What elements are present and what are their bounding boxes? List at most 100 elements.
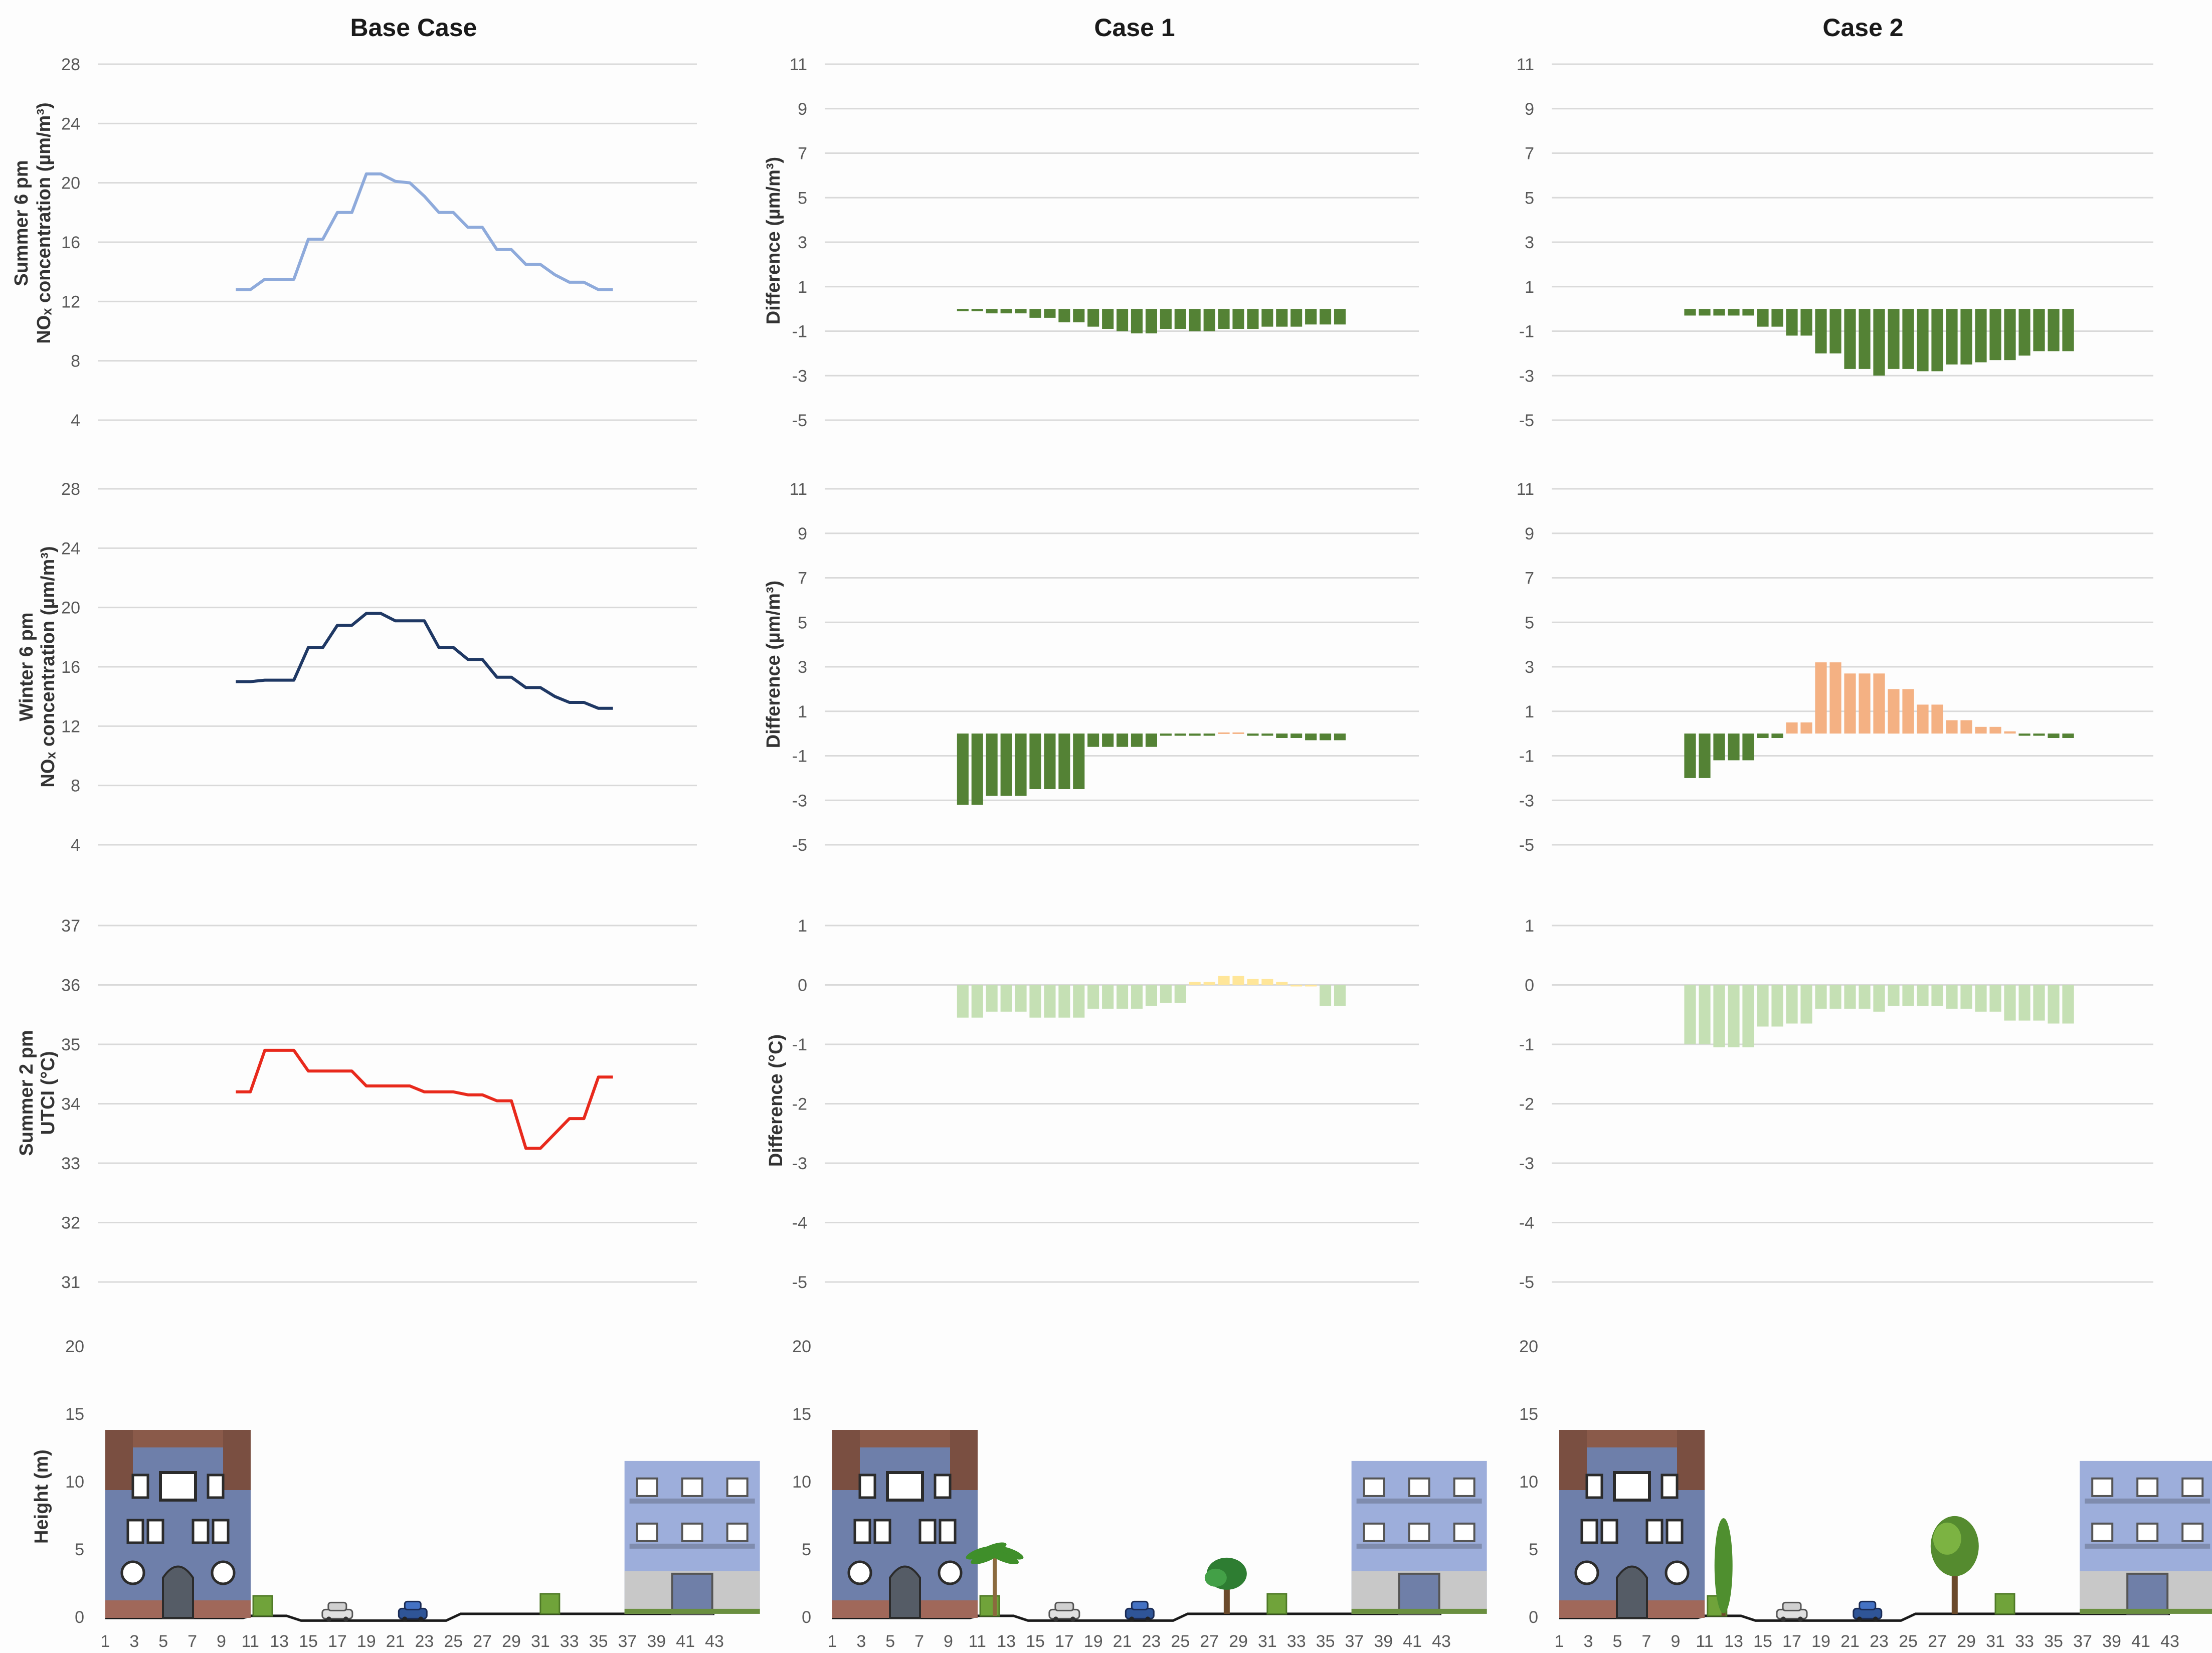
height-tick-label: 15	[65, 1405, 84, 1424]
y-tick-label: -3	[792, 1154, 807, 1173]
bar	[1960, 985, 1972, 1009]
bar	[1873, 985, 1885, 1012]
bar	[971, 309, 983, 311]
bar	[1960, 720, 1972, 734]
bar	[1975, 726, 1987, 734]
bar	[2048, 733, 2060, 738]
x-tick-label: 1	[101, 1632, 110, 1651]
height-tick-label: 5	[75, 1540, 84, 1559]
bar	[1276, 309, 1288, 327]
bar	[1334, 985, 1346, 1006]
difference-label-case1-winter-nox: Difference (µm/m³)	[763, 581, 784, 748]
bar	[2048, 985, 2060, 1024]
bar	[1757, 985, 1769, 1027]
bar	[1291, 985, 1303, 987]
bar	[1902, 985, 1914, 1006]
series-line	[236, 1048, 613, 1150]
bar	[2033, 733, 2045, 736]
y-tick-label: 28	[61, 55, 80, 74]
bar	[1232, 732, 1244, 734]
y-tick-label: 11	[1517, 480, 1534, 499]
bar	[1742, 985, 1754, 1047]
column-title-base-case: Base Case	[350, 14, 477, 42]
bar	[1888, 985, 1900, 1006]
bar	[1320, 985, 1332, 1006]
bar	[1917, 985, 1929, 1006]
bar	[1873, 309, 1885, 376]
bar	[1131, 309, 1143, 333]
y-tick-label: 0	[798, 976, 807, 995]
bar	[1218, 976, 1230, 985]
bar	[1174, 733, 1186, 736]
bar	[1684, 985, 1696, 1044]
x-tick-label: 35	[1316, 1632, 1335, 1651]
x-tick-label: 33	[1287, 1632, 1306, 1651]
bar	[1015, 733, 1027, 796]
bar	[1931, 704, 1943, 734]
y-tick-label: 9	[1525, 524, 1534, 543]
bar	[1145, 985, 1157, 1006]
bar	[971, 733, 983, 805]
bar	[1728, 985, 1740, 1047]
x-tick-label: 41	[1403, 1632, 1422, 1651]
bar	[1771, 985, 1783, 1027]
y-tick-label: 8	[71, 352, 80, 371]
bar	[2033, 985, 2045, 1021]
bar	[1000, 985, 1012, 1012]
x-tick-label: 29	[1229, 1632, 1248, 1651]
chart-case1-summer-utci-diff: -5 -4 -3 -2 -1 0 1	[792, 916, 1419, 1292]
bar	[1931, 985, 1943, 1006]
x-tick-label: 25	[1899, 1632, 1918, 1651]
bar	[1320, 309, 1332, 325]
bar	[1058, 309, 1070, 322]
bar	[986, 733, 998, 796]
y-tick-label: 7	[798, 144, 807, 163]
x-tick-label: 29	[502, 1632, 521, 1651]
bar	[1276, 733, 1288, 738]
car-icon	[1048, 1601, 1080, 1622]
tree-icon	[1204, 1557, 1247, 1614]
x-tick-label: 13	[270, 1632, 289, 1651]
palm-tree-icon	[966, 1542, 1024, 1616]
x-tick-label: 5	[1613, 1632, 1622, 1651]
cypress-tree-icon	[1714, 1518, 1733, 1616]
y-tick-label: 8	[71, 777, 80, 796]
x-tick-label: 11	[1696, 1632, 1713, 1651]
height-tick-label: 15	[1519, 1405, 1538, 1424]
building-right-icon	[2079, 1459, 2212, 1615]
chart-base-winter-nox: 4 8 12 16 20 24 28	[61, 480, 697, 855]
bar	[2018, 309, 2031, 356]
bar	[2004, 985, 2016, 1021]
bar	[1189, 309, 1201, 331]
x-tick-label: 3	[129, 1632, 139, 1651]
bar	[1989, 726, 2001, 734]
height-tick-label: 10	[1519, 1473, 1538, 1492]
height-tick-label: 10	[792, 1473, 811, 1492]
bar	[1000, 309, 1012, 313]
bar	[1174, 985, 1186, 1003]
building-left-icon	[1559, 1430, 1705, 1618]
height-tick-label: 10	[65, 1473, 84, 1492]
y-tick-label: -2	[1519, 1095, 1534, 1114]
chart-layer: 48121620242848121620242831323334353637-5…	[61, 55, 2153, 1292]
bar	[1931, 309, 1943, 372]
height-axis-label: Height (m)	[31, 1449, 52, 1544]
bar	[1975, 309, 1987, 362]
y-tick-label: -3	[792, 366, 807, 386]
bar	[1073, 733, 1085, 789]
bar	[1815, 985, 1827, 1009]
bar	[1728, 309, 1740, 316]
bar	[1699, 309, 1711, 316]
x-tick-label: 13	[997, 1632, 1016, 1651]
chart-case2-summer-utci-diff: -5 -4 -3 -2 -1 0 1	[1519, 916, 2153, 1292]
y-tick-label: -3	[1519, 791, 1534, 810]
y-tick-label: -3	[1519, 1154, 1534, 1173]
bar	[1917, 309, 1929, 372]
x-tick-label: 29	[1957, 1632, 1976, 1651]
difference-label-case1-summer-nox: Difference (µm/m³)	[763, 157, 784, 324]
y-tick-label: 3	[798, 233, 807, 252]
y-tick-label: 20	[61, 599, 80, 618]
x-tick-label: 21	[1113, 1632, 1132, 1651]
x-tick-label: 37	[2073, 1632, 2092, 1651]
